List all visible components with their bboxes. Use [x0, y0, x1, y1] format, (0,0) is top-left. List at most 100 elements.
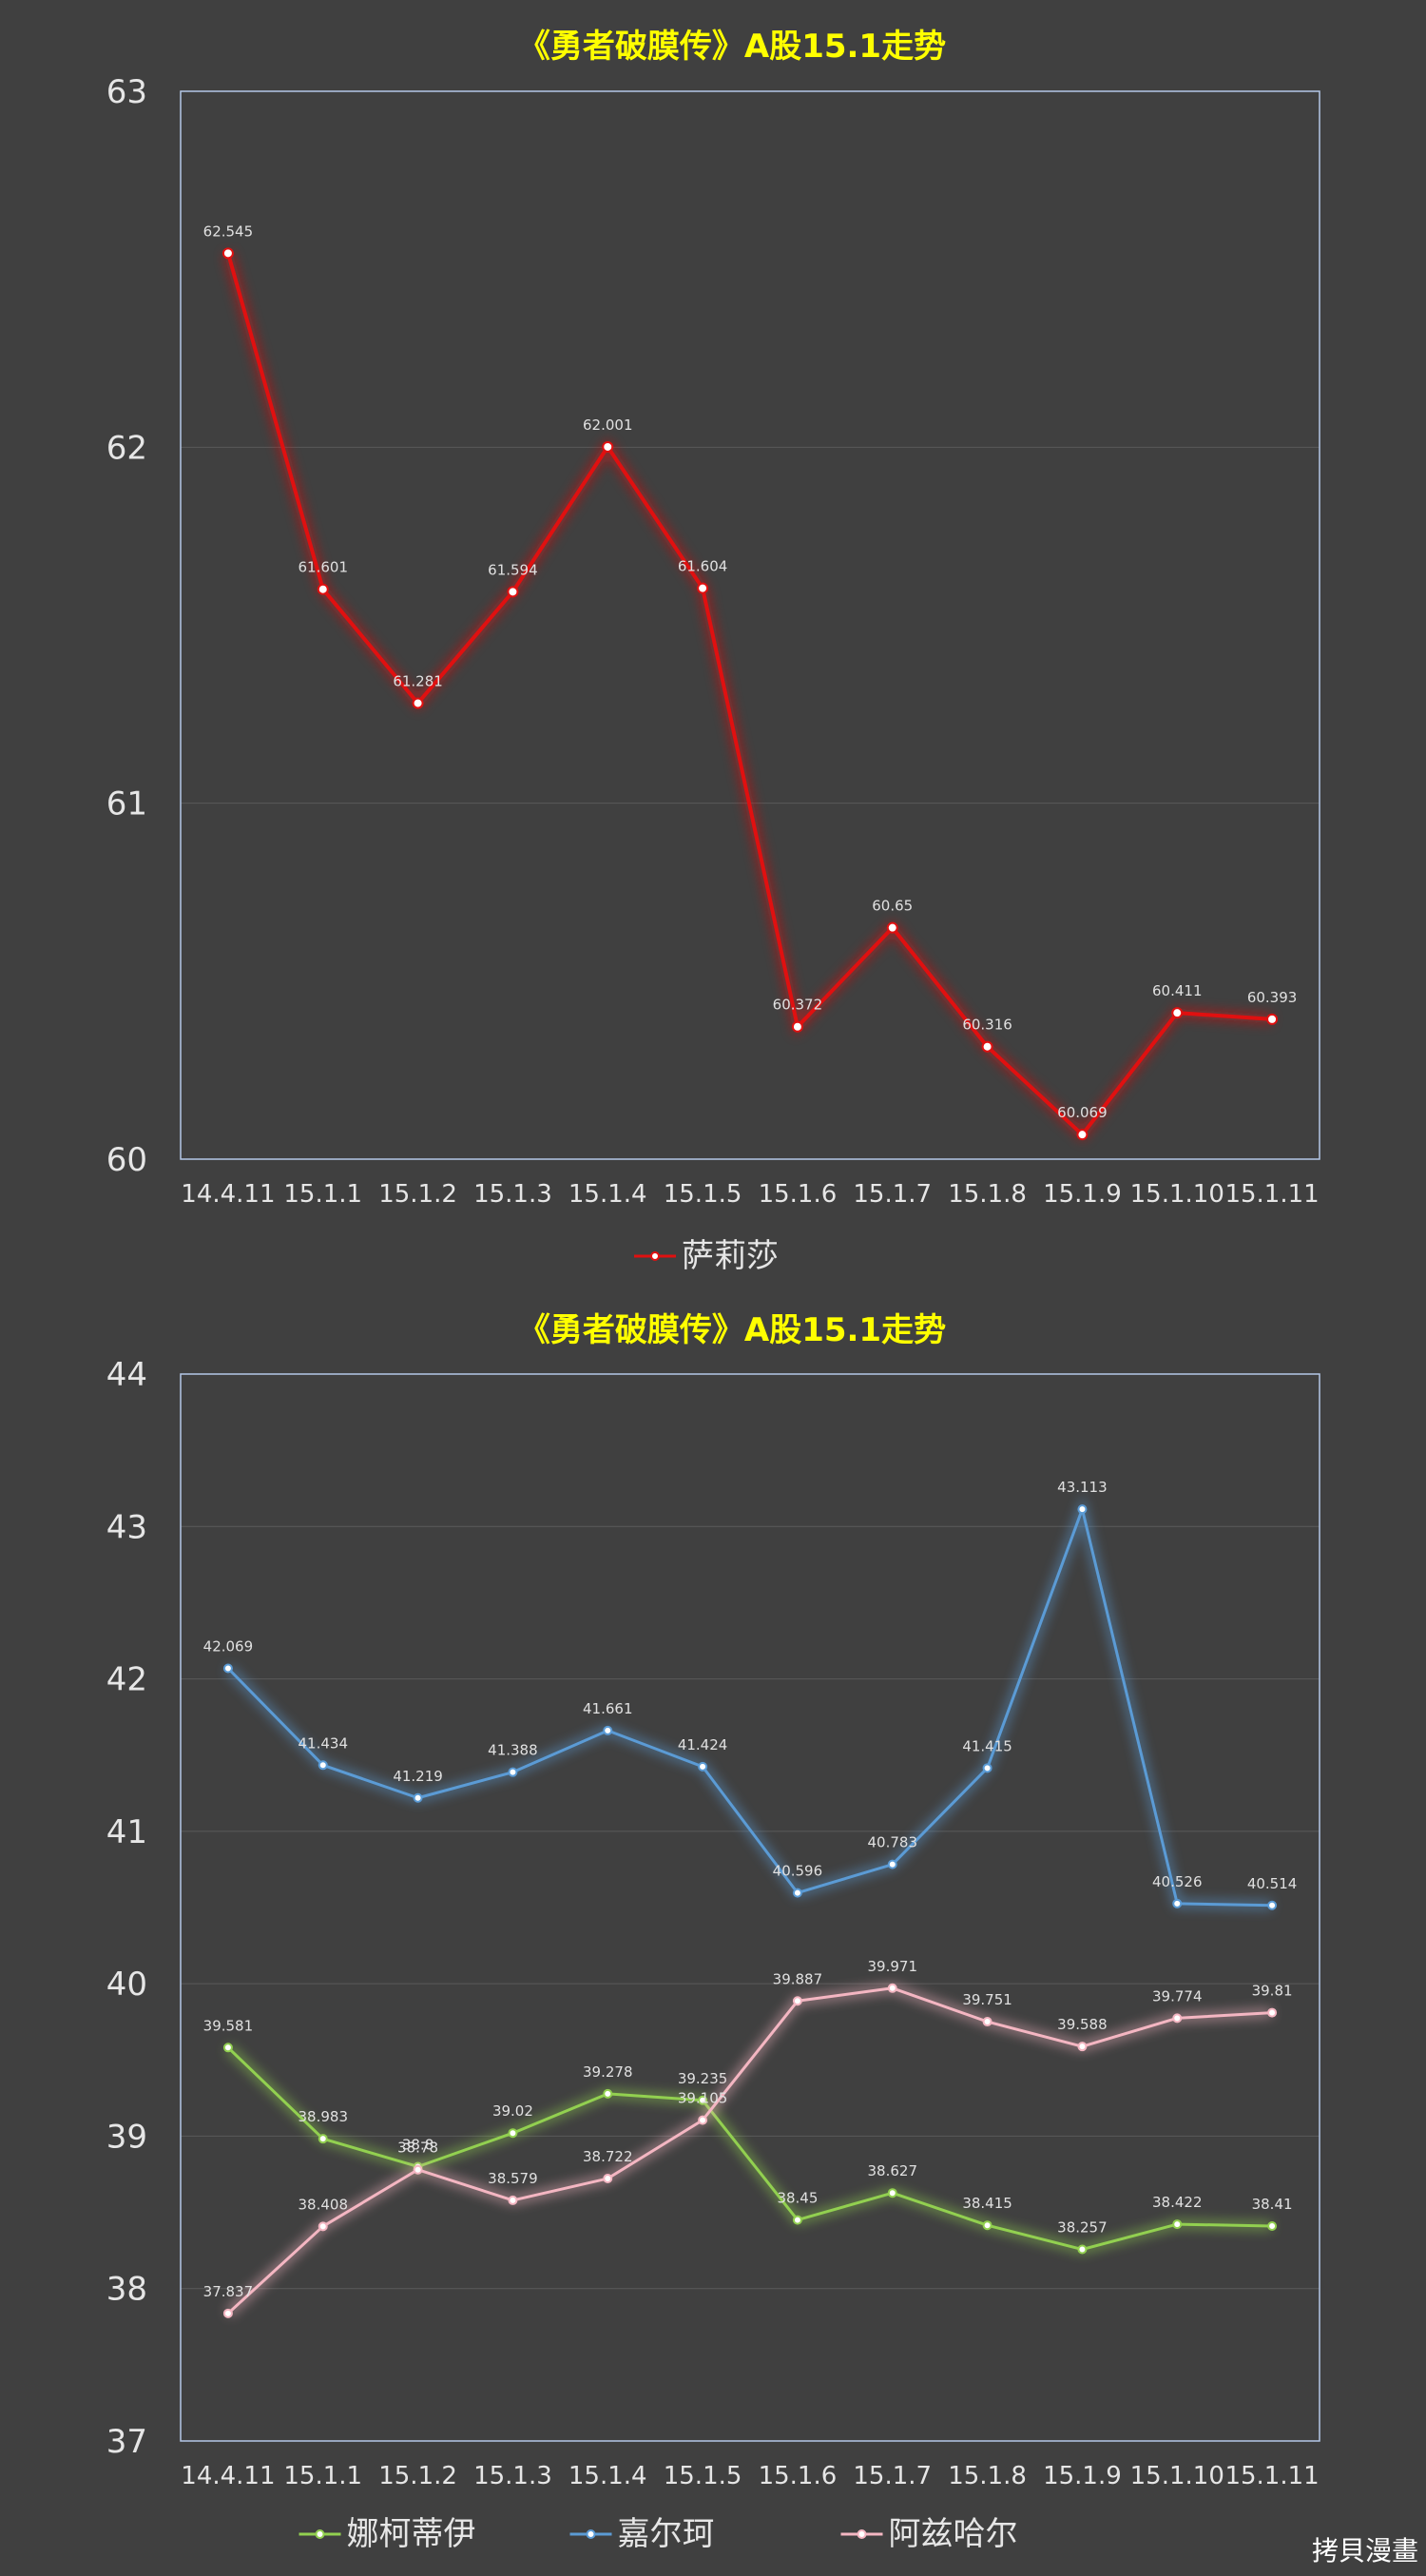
x-tick-label: 15.1.1: [283, 2462, 362, 2490]
data-label: 61.604: [678, 558, 728, 575]
chart-salisha: 《勇者破膜传》A股15.1走势 60 61 62 63 14.4.11 15.1.1 15.1…: [106, 28, 1320, 1275]
data-point: [982, 1763, 992, 1773]
data-label: 41.219: [393, 1768, 443, 1785]
x-tick-label: 15.1.1: [283, 1180, 362, 1209]
x-tick-label: 15.1.10: [1130, 2462, 1224, 2490]
data-point: [887, 1859, 897, 1869]
data-label: 38.627: [868, 2162, 918, 2179]
legend-label: 嘉尔珂: [618, 2515, 715, 2553]
data-point: [1266, 1013, 1279, 1025]
x-tick-label: 15.1.2: [378, 2462, 457, 2490]
data-label: 41.415: [962, 1737, 1012, 1754]
watermark: 拷貝漫畫: [1311, 2535, 1418, 2566]
series-line: [225, 252, 1273, 1137]
series-line: [226, 1507, 1273, 1908]
y-tick-label: 42: [106, 1661, 147, 1699]
y-tick-label: 39: [106, 2118, 147, 2156]
data-label: 60.393: [1247, 989, 1298, 1006]
series-glow: [224, 1494, 1273, 1910]
data-label: 60.65: [872, 898, 913, 915]
data-label: 39.235: [678, 2070, 728, 2087]
data-label: 39.105: [678, 2090, 728, 2107]
y-tick-label: 62: [106, 429, 147, 467]
data-point: [317, 583, 329, 595]
x-tick-label: 15.1.9: [1043, 2462, 1122, 2490]
x-tick-label: 15.1.9: [1043, 1180, 1122, 1209]
x-tick-label: 15.1.4: [568, 2462, 647, 2490]
data-point: [1171, 1007, 1184, 1019]
data-point: [792, 1888, 802, 1898]
data-point: [982, 2220, 992, 2231]
x-tick-label: 15.1.11: [1224, 1180, 1319, 1209]
data-label: 40.783: [868, 1834, 918, 1851]
data-point: [413, 2164, 423, 2175]
data-label: 41.661: [583, 1700, 633, 1717]
series-line: [226, 2046, 1273, 2252]
data-point: [792, 1996, 802, 2006]
chart-panel-top: 《勇者破膜传》A股15.1走势 60 61 62 63 14.4.11 15.1.1 15.1…: [0, 0, 1426, 1284]
data-point: [697, 582, 709, 594]
data-point: [1172, 2013, 1183, 2024]
legend-item: 娜柯蒂伊: [299, 2515, 476, 2553]
legend-label: 萨莉莎: [682, 1237, 779, 1275]
data-label: 62.545: [203, 223, 254, 240]
data-point: [222, 247, 234, 260]
legend-item: 阿兹哈尔: [840, 2515, 1018, 2553]
data-point: [1267, 2220, 1278, 2231]
data-label: 39.971: [868, 1958, 918, 1975]
data-point: [318, 1760, 328, 1771]
legend-label: 阿兹哈尔: [889, 2515, 1018, 2553]
x-tick-label: 15.1.7: [853, 1180, 932, 1209]
data-label: 40.526: [1152, 1873, 1203, 1890]
y-tick-label: 37: [106, 2423, 147, 2461]
data-label: 60.411: [1152, 982, 1203, 999]
data-label: 60.372: [773, 997, 823, 1014]
data-point: [887, 1983, 897, 1993]
data-label: 60.316: [962, 1017, 1012, 1034]
series-glow: [223, 251, 1273, 1142]
data-point: [507, 586, 519, 598]
chart-title: 《勇者破膜传》A股15.1走势: [518, 28, 946, 66]
data-label: 39.588: [1057, 2016, 1108, 2033]
x-tick-label: 15.1.7: [853, 2462, 932, 2490]
data-point: [791, 1020, 803, 1033]
data-point: [602, 440, 614, 453]
x-tick-label: 15.1.11: [1224, 2462, 1319, 2490]
x-tick-label: 15.1.8: [948, 1180, 1027, 1209]
x-tick-label: 15.1.5: [664, 2462, 742, 2490]
legend-marker: [650, 1251, 660, 1261]
data-label: 40.514: [1247, 1875, 1298, 1892]
data-point: [222, 2308, 233, 2318]
data-label: 38.78: [397, 2140, 438, 2157]
data-label: 38.422: [1152, 2194, 1203, 2211]
legend-marker: [586, 2529, 596, 2539]
data-point: [698, 2095, 708, 2105]
data-point: [792, 2215, 802, 2225]
data-label: 38.408: [299, 2196, 349, 2213]
x-tick-label: 14.4.11: [181, 1180, 275, 1209]
data-point: [982, 2017, 992, 2027]
data-point: [1077, 1504, 1088, 1515]
data-point: [603, 2088, 613, 2099]
y-tick-label: 44: [106, 1356, 147, 1394]
data-point: [981, 1040, 993, 1053]
data-point: [1077, 2042, 1088, 2052]
y-tick-label: 38: [106, 2271, 147, 2309]
data-label: 39.774: [1152, 1987, 1203, 2005]
data-label: 39.02: [492, 2102, 533, 2120]
data-label: 38.722: [583, 2148, 633, 2165]
data-label: 40.596: [773, 1863, 823, 1880]
x-tick-label: 15.1.8: [948, 2462, 1027, 2490]
data-label: 38.983: [299, 2108, 349, 2125]
data-label: 38.257: [1057, 2219, 1108, 2237]
data-point: [412, 697, 424, 709]
data-point: [1267, 2007, 1278, 2018]
data-point: [508, 2195, 518, 2205]
y-tick-label: 60: [106, 1141, 147, 1179]
x-tick-label: 15.1.3: [473, 1180, 552, 1209]
data-label: 42.069: [203, 1638, 254, 1656]
data-point: [508, 2128, 518, 2139]
data-label: 39.278: [583, 2063, 633, 2081]
data-label: 61.281: [393, 672, 443, 689]
y-tick-label: 40: [106, 1966, 147, 2004]
